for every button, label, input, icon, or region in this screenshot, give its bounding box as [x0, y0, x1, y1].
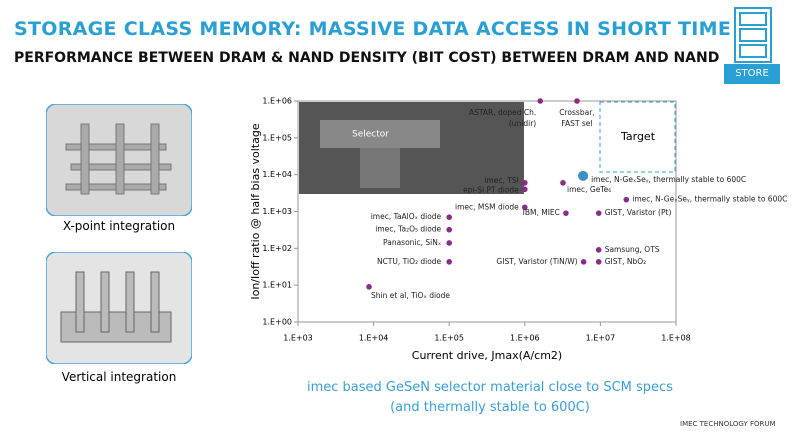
y-tick-label: 1.E+06 — [262, 97, 292, 106]
point-label: Crossbar, — [559, 108, 594, 117]
point-label: GIST, Varistor (Pt) — [605, 208, 672, 217]
y-tick-label: 1.E+04 — [262, 170, 292, 179]
point-label: imec, N-GeₓSeᵧ, thermally stable to 600C — [591, 175, 746, 184]
footer: IMEC TECHNOLOGY FORUM — [680, 420, 776, 428]
y-tick-label: 1.E+03 — [262, 207, 292, 216]
data-point — [537, 98, 544, 104]
store-button[interactable]: STORE — [724, 64, 780, 84]
data-point — [595, 210, 602, 216]
image-caption: X-point integration — [62, 219, 176, 233]
data-point — [446, 226, 453, 233]
data-point — [522, 180, 528, 186]
inset-layer — [320, 120, 440, 148]
data-point — [560, 180, 566, 186]
inset-pillar — [360, 148, 400, 188]
point-label: Samsung, OTS — [605, 245, 660, 254]
xpoint-image — [46, 104, 192, 216]
inset-label: Selector — [352, 130, 389, 140]
data-point — [522, 186, 528, 193]
data-point — [522, 204, 528, 211]
conclusion-line: imec based GeSeN selector material close… — [307, 380, 673, 395]
point-label: NCTU, TiO₂ diode — [377, 257, 442, 266]
data-point — [446, 259, 453, 265]
data-point — [446, 214, 453, 221]
x-tick-label: 1.E+03 — [283, 334, 313, 343]
slide-subtitle: PERFORMANCE BETWEEN DRAM & NAND DENSITY … — [14, 50, 720, 66]
x-tick-label: 1.E+05 — [434, 334, 464, 343]
slide-title: STORAGE CLASS MEMORY: MASSIVE DATA ACCES… — [14, 18, 732, 40]
point-label: epi-Si PT diode — [463, 185, 519, 194]
data-point — [595, 259, 602, 265]
data-point — [578, 170, 589, 181]
point-label: FAST sel — [561, 119, 592, 128]
data-point — [623, 196, 630, 203]
conclusion-line: (and thermally stable to 600C) — [390, 400, 590, 415]
y-tick-label: 1.E+02 — [262, 244, 292, 253]
x-axis-label: Current drive, Jmax(A/cm2) — [412, 349, 562, 362]
point-label: (unidir) — [509, 119, 536, 128]
data-point — [446, 240, 453, 246]
point-label: imec, TaAlOₓ diode — [371, 212, 442, 221]
point-label: imec, Ta₂O₅ diode — [375, 225, 441, 234]
x-tick-label: 1.E+06 — [510, 334, 540, 343]
y-tick-label: 1.E+00 — [262, 318, 292, 327]
x-tick-label: 1.E+08 — [661, 334, 691, 343]
y-tick-label: 1.E+01 — [262, 281, 292, 290]
store-icon — [734, 7, 772, 63]
vertical-image — [46, 252, 192, 364]
data-point — [574, 98, 580, 104]
point-label: imec, GeTe₆ — [567, 185, 611, 194]
data-point — [580, 259, 587, 265]
target-box — [599, 101, 676, 173]
point-label: imec, N-GeₓSeᵧ, thermally stable to 600C — [632, 195, 787, 204]
image-caption: Vertical integration — [61, 370, 177, 384]
target-label: Target — [620, 130, 656, 143]
data-point — [366, 284, 372, 290]
point-label: GIST, NbO₂ — [605, 257, 646, 266]
point-label: Panasonic, SiNₓ — [383, 238, 441, 247]
point-label: GIST, Varistor (TiN/W) — [496, 257, 577, 266]
point-label: IBM, MIEC — [523, 208, 560, 217]
point-label: imec, TSI — [484, 176, 518, 185]
y-tick-label: 1.E+05 — [262, 133, 292, 142]
point-label: imec, MSM diode — [455, 202, 519, 211]
x-tick-label: 1.E+04 — [359, 334, 389, 343]
point-label: Shin et al, TiOₓ diode — [371, 291, 450, 300]
point-label: ASTAR, doped Ch. — [469, 108, 536, 117]
x-tick-label: 1.E+07 — [586, 334, 616, 343]
y-axis-label: Ion/Ioff ratio @ half bias voltage — [249, 123, 262, 300]
data-point — [595, 247, 602, 253]
data-point — [563, 210, 569, 216]
